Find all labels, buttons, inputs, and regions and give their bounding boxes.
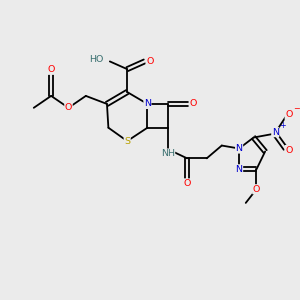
Text: N: N [236, 165, 243, 174]
Text: HO: HO [89, 56, 103, 64]
Text: O: O [146, 57, 153, 66]
Text: N: N [272, 128, 279, 137]
Text: O: O [65, 103, 72, 112]
Text: NH: NH [161, 149, 175, 158]
Text: N: N [236, 144, 243, 153]
Text: O: O [253, 185, 260, 194]
Text: +: + [280, 121, 286, 130]
Text: O: O [285, 146, 292, 154]
Text: O: O [189, 99, 197, 108]
Text: −: − [293, 104, 300, 113]
Text: O: O [183, 179, 191, 188]
Text: O: O [47, 65, 55, 74]
Text: O: O [285, 110, 292, 119]
Text: N: N [144, 99, 151, 108]
Text: S: S [124, 136, 130, 146]
